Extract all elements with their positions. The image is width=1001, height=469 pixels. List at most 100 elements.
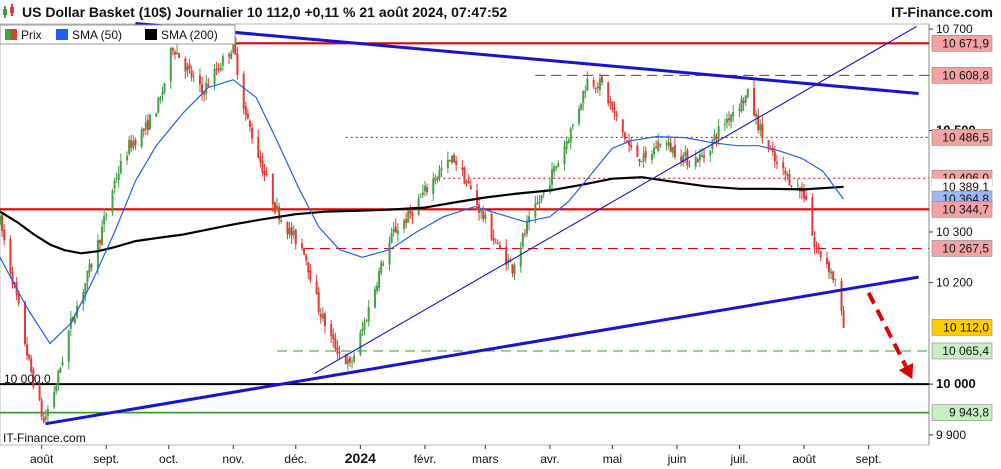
candle-body-221: [642, 153, 645, 162]
candle-body-82: [236, 53, 239, 76]
candle-body-96: [278, 206, 281, 221]
candle-body-208: [607, 82, 610, 104]
x-tick-label-2: oct.: [159, 452, 178, 466]
candle-body-72: [207, 84, 210, 87]
candle-body-232: [673, 145, 676, 158]
trendline-0: [135, 21, 919, 95]
candle-body-202: [586, 78, 589, 91]
candle-body-264: [769, 149, 772, 151]
candle-body-165: [480, 209, 483, 212]
candle-body-20: [57, 370, 60, 385]
candle-body-262: [761, 123, 764, 138]
candle-body-108: [315, 281, 318, 295]
candle-body-60: [173, 51, 176, 55]
candle-body-236: [686, 150, 689, 166]
candle-body-268: [782, 162, 785, 169]
level-label-bg-6: [931, 200, 993, 218]
candle-body-130: [378, 270, 381, 288]
candle-body-113: [330, 324, 333, 337]
candle-body-137: [396, 230, 399, 235]
x-tick-label-11: juil.: [729, 452, 748, 466]
candle-body-204: [594, 87, 597, 89]
candle-body-188: [548, 185, 551, 190]
candle-body-57: [163, 82, 166, 93]
y-tick-label-3: 10 200: [936, 276, 973, 290]
candle-body-131: [380, 262, 383, 273]
candle-body-32: [90, 264, 93, 267]
chart-title: US Dollar Basket (10$) Journalier 10 112…: [22, 4, 507, 20]
candle-body-213: [621, 119, 624, 133]
candle-body-100: [290, 226, 293, 236]
candle-body-12: [32, 369, 35, 387]
candle-body-36: [103, 216, 106, 225]
candle-body-4: [11, 271, 14, 285]
candle-body-287: [834, 279, 837, 281]
candle-body-80: [232, 40, 235, 53]
level-label-6: 10 344,7: [942, 202, 989, 216]
candle-body-157: [455, 160, 458, 165]
candle-body-99: [288, 227, 291, 235]
candle-body-150: [436, 176, 439, 181]
candle-body-124: [361, 328, 364, 332]
x-tick-label-9: mai: [603, 452, 622, 466]
candle-body-33: [96, 240, 99, 270]
candle-body-101: [292, 230, 295, 235]
candle-body-88: [257, 136, 260, 158]
candle-body-230: [669, 142, 672, 152]
candle-body-194: [565, 141, 568, 150]
trendline-1: [45, 275, 919, 426]
candle-body-242: [703, 155, 706, 158]
candle-body-193: [563, 146, 566, 164]
candle-body-135: [392, 228, 395, 233]
level-label-7: 10 267,5: [942, 241, 989, 255]
candle-body-149: [434, 179, 437, 182]
forecast-arrow-shaft: [866, 291, 908, 368]
candle-body-147: [426, 187, 429, 192]
sma50-layer: [0, 79, 845, 345]
candle-body-151: [438, 169, 441, 178]
candle-body-1: [1, 215, 4, 231]
candle-body-95: [276, 205, 279, 211]
candle-body-134: [390, 232, 393, 243]
candle-body-86: [248, 121, 251, 127]
candle-body-278: [811, 197, 814, 236]
candle-body-126: [365, 320, 368, 322]
forecast-arrow: [866, 291, 914, 380]
candle-body-185: [538, 201, 541, 204]
candle-body-109: [317, 291, 320, 312]
candle-body-13: [38, 385, 41, 400]
candle-body-259: [755, 113, 758, 117]
candle-body-191: [555, 166, 558, 169]
candle-body-22: [61, 361, 64, 366]
candle-body-258: [753, 88, 756, 116]
level-label-10: 9 943,8: [949, 406, 989, 420]
candle-body-199: [580, 103, 583, 110]
candle-body-81: [234, 37, 237, 55]
candle-body-177: [513, 265, 516, 275]
candle-body-234: [682, 155, 685, 163]
candle-body-180: [523, 233, 526, 235]
candle-body-195: [567, 140, 570, 144]
candle-body-171: [496, 242, 499, 244]
legend-label-prix: Prix: [21, 28, 42, 42]
candle-body-280: [815, 247, 818, 250]
candle-body-226: [657, 141, 660, 151]
candle-body-44: [128, 139, 131, 155]
candle-body-3: [9, 238, 12, 273]
legend-swatch-prix-down: [11, 29, 17, 40]
candle-body-123: [359, 332, 362, 355]
x-tick-label-13: sept.: [856, 452, 882, 466]
level-label-9: 10 065,4: [942, 344, 989, 358]
candle-body-271: [788, 173, 791, 186]
legend-item-prix: Prix: [5, 28, 42, 42]
candle-body-2: [3, 229, 6, 241]
candle-body-9: [26, 344, 29, 356]
candle-body-139: [405, 219, 408, 224]
candle-body-7: [17, 293, 20, 304]
candle-body-250: [728, 118, 731, 121]
candle-body-8: [23, 301, 26, 345]
candle-body-11: [30, 358, 33, 373]
candle-body-158: [461, 167, 464, 171]
watermark: IT-Finance.com: [3, 431, 86, 445]
